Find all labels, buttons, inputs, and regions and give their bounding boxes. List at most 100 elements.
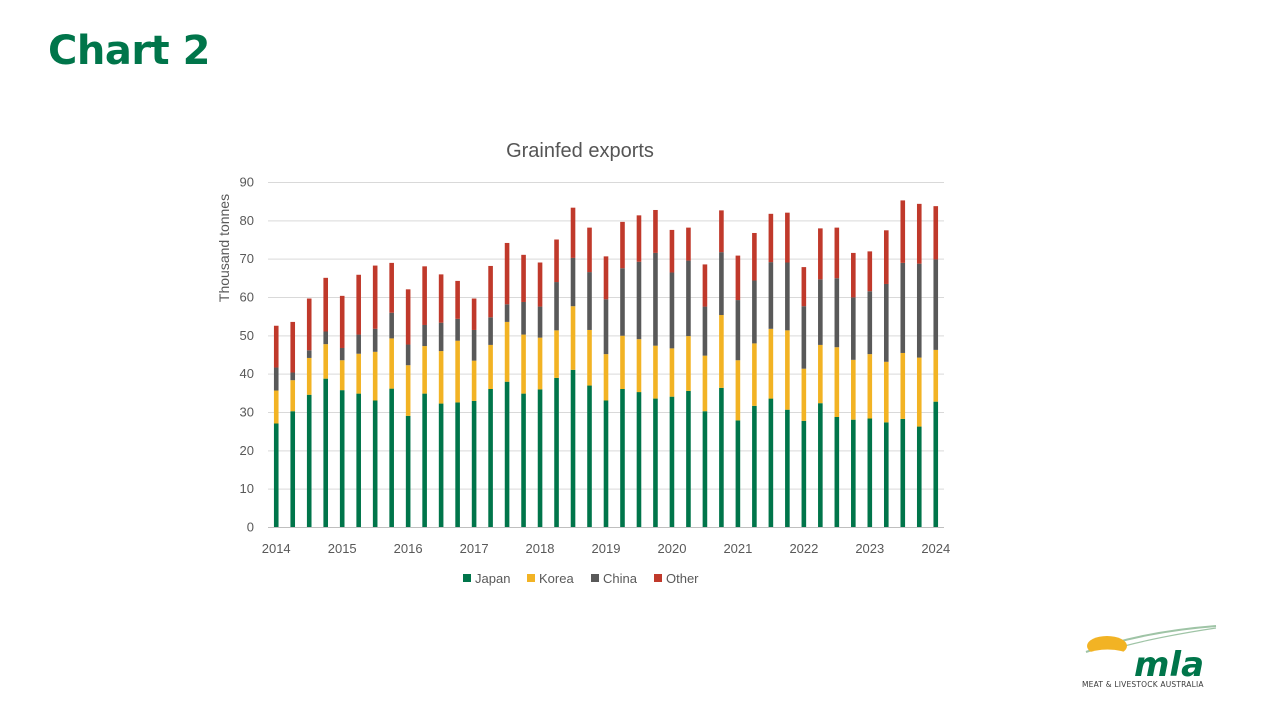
bar-segment-korea <box>372 351 378 401</box>
bar-stack <box>537 262 543 527</box>
bar-segment-japan <box>339 390 345 527</box>
y-tick-label: 40 <box>240 366 254 381</box>
bar-segment-other <box>471 298 477 330</box>
legend-item-japan: Japan <box>463 571 510 586</box>
bar-segment-korea <box>883 361 889 423</box>
legend-item-china: China <box>591 571 638 586</box>
bar-segment-japan <box>933 401 939 527</box>
legend-item-korea: Korea <box>527 571 574 586</box>
bar-stack <box>867 251 873 527</box>
bar-segment-other <box>686 227 691 261</box>
bar-segment-japan <box>900 418 906 527</box>
bar-segment-korea <box>290 380 296 412</box>
bar-segment-other <box>735 255 741 301</box>
bar-segment-korea <box>488 344 493 389</box>
bar-segment-china <box>768 262 774 329</box>
bar-segment-china <box>323 331 329 345</box>
bar-segment-china <box>554 282 559 331</box>
bar-segment-other <box>702 264 708 307</box>
legend-label: Korea <box>539 571 574 586</box>
bar-segment-other <box>867 251 873 292</box>
bar-segment-japan <box>405 415 411 527</box>
bar-segment-korea <box>356 353 361 394</box>
y-tick-label: 70 <box>240 251 254 266</box>
x-tick-label: 2021 <box>723 541 752 556</box>
bar-segment-other <box>306 298 312 351</box>
y-tick-label: 30 <box>240 405 254 420</box>
bar-segment-china <box>620 268 625 336</box>
bar-segment-china <box>455 318 460 341</box>
bar-segment-korea <box>818 344 823 404</box>
bar-stack <box>702 264 708 527</box>
bar-segment-japan <box>372 400 378 527</box>
bar-segment-china <box>587 272 592 330</box>
bar-stack <box>933 206 939 527</box>
bar-segment-other <box>372 265 378 329</box>
bar-stack <box>488 265 493 527</box>
bar-segment-other <box>620 221 625 269</box>
bar-segment-japan <box>488 389 493 527</box>
bar-segment-korea <box>587 329 592 386</box>
bar-segment-other <box>273 325 279 368</box>
bar-stack <box>818 228 823 527</box>
x-tick-label: 2022 <box>789 541 818 556</box>
bar-stack <box>455 280 460 527</box>
bar-segment-japan <box>752 405 757 527</box>
bar-segment-japan <box>422 393 427 527</box>
bar-stack <box>389 262 394 527</box>
bar-segment-japan <box>768 398 774 527</box>
bar-segment-other <box>438 274 444 323</box>
bar-stack <box>834 227 840 527</box>
bar-segment-japan <box>818 403 823 527</box>
bar-segment-china <box>521 301 526 335</box>
bar-segment-china <box>389 312 394 339</box>
x-tick-label: 2020 <box>658 541 687 556</box>
x-tick-label: 2024 <box>921 541 950 556</box>
bar-segment-other <box>752 232 757 281</box>
bar-stack <box>422 266 427 527</box>
bar-segment-japan <box>537 389 543 527</box>
bar-segment-china <box>438 322 444 352</box>
bar-segment-korea <box>306 357 312 395</box>
bar-segment-other <box>455 280 460 319</box>
bar-segment-other <box>801 267 807 307</box>
bar-stack <box>521 254 526 527</box>
bar-segment-korea <box>273 390 279 424</box>
x-tick-label: 2017 <box>460 541 489 556</box>
bar-segment-china <box>471 329 477 361</box>
bar-segment-china <box>834 278 840 348</box>
bar-segment-other <box>768 213 774 263</box>
bar-segment-other <box>636 215 642 262</box>
bar-segment-other <box>405 289 411 345</box>
bar-segment-korea <box>752 343 757 406</box>
bar-segment-korea <box>471 360 477 401</box>
bar-stack <box>801 267 807 527</box>
bar-stack <box>323 277 329 527</box>
bar-segment-other <box>900 200 906 263</box>
bar-stack <box>356 274 361 527</box>
bar-segment-other <box>883 230 889 284</box>
bar-segment-japan <box>356 393 361 527</box>
legend-swatch <box>463 574 471 582</box>
bar-segment-korea <box>686 336 691 391</box>
bar-segment-korea <box>719 315 724 388</box>
bar-segment-korea <box>620 335 625 389</box>
bar-segment-china <box>653 252 658 346</box>
bar-stack <box>719 210 724 527</box>
bar-stack <box>372 265 378 527</box>
bar-segment-other <box>422 266 427 325</box>
bar-segment-japan <box>570 369 576 527</box>
bar-segment-korea <box>653 345 658 399</box>
bar-segment-japan <box>471 400 477 527</box>
chart-title: Grainfed exports <box>506 140 654 162</box>
bar-segment-japan <box>653 398 658 527</box>
bar-segment-china <box>356 334 361 354</box>
bar-segment-china <box>636 261 642 340</box>
bar-segment-china <box>785 262 790 331</box>
y-tick-label: 10 <box>240 481 254 496</box>
bar-stack <box>620 221 625 527</box>
bar-segment-korea <box>851 359 856 420</box>
bar-segment-japan <box>785 409 790 527</box>
bar-segment-other <box>570 207 576 258</box>
